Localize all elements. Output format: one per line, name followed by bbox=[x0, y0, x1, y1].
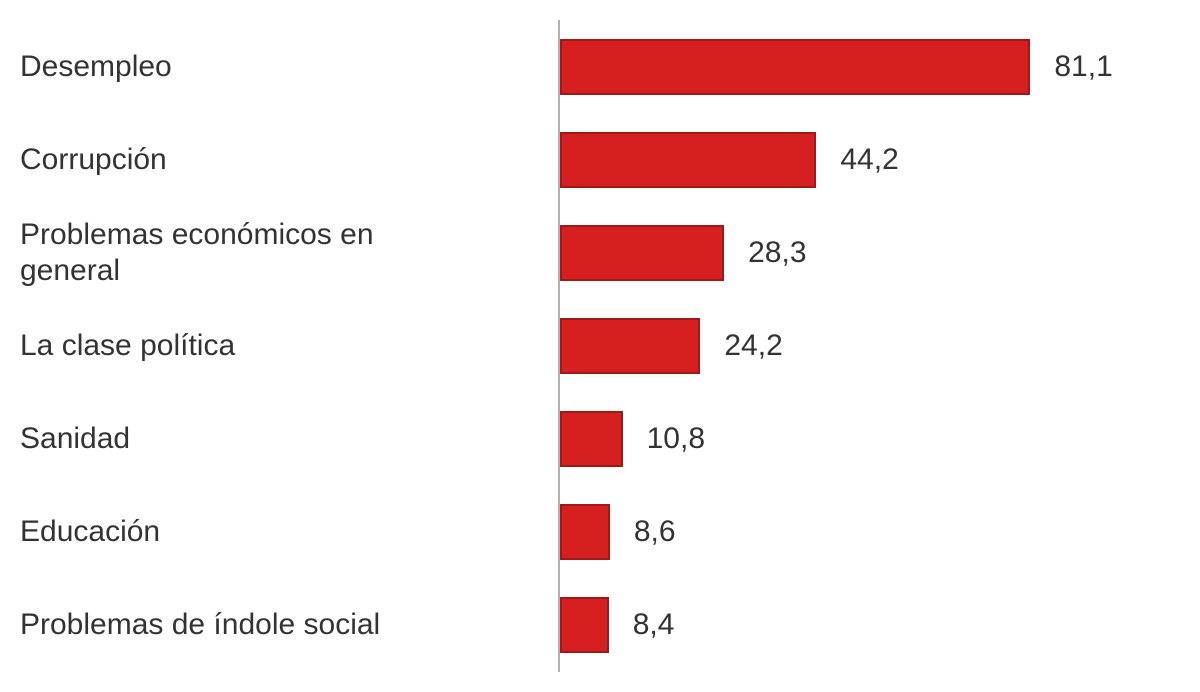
axis-cell bbox=[440, 299, 560, 392]
value-label: 81,1 bbox=[1054, 50, 1112, 84]
chart-row: Problemas económicos en general 28,3 bbox=[20, 206, 1140, 299]
bar-cell: 28,3 bbox=[560, 225, 1140, 281]
value-label: 10,8 bbox=[647, 422, 705, 456]
bar bbox=[560, 318, 700, 374]
category-label: Problemas de índole social bbox=[20, 607, 440, 643]
category-label: Desempleo bbox=[20, 49, 440, 85]
axis-cell bbox=[440, 486, 560, 579]
chart-row: Problemas de índole social 8,4 bbox=[20, 579, 1140, 672]
category-label: Corrupción bbox=[20, 142, 440, 178]
bar-cell: 24,2 bbox=[560, 318, 1140, 374]
chart-row: La clase política 24,2 bbox=[20, 299, 1140, 392]
value-label: 44,2 bbox=[840, 143, 898, 177]
bar bbox=[560, 39, 1030, 95]
bar bbox=[560, 132, 816, 188]
bar-cell: 8,4 bbox=[560, 597, 1140, 653]
chart-row: Educación 8,6 bbox=[20, 486, 1140, 579]
bar-cell: 44,2 bbox=[560, 132, 1140, 188]
value-label: 8,4 bbox=[633, 608, 675, 642]
bar-cell: 81,1 bbox=[560, 39, 1140, 95]
axis-cell bbox=[440, 579, 560, 672]
chart-row: Corrupción 44,2 bbox=[20, 113, 1140, 206]
category-label: Problemas económicos en general bbox=[20, 217, 440, 289]
bar bbox=[560, 504, 610, 560]
axis-cell bbox=[440, 206, 560, 299]
axis-cell bbox=[440, 20, 560, 113]
axis-cell bbox=[440, 113, 560, 206]
bar-cell: 8,6 bbox=[560, 504, 1140, 560]
bar bbox=[560, 597, 609, 653]
value-label: 8,6 bbox=[634, 515, 676, 549]
axis-cell bbox=[440, 393, 560, 486]
bar-cell: 10,8 bbox=[560, 411, 1140, 467]
bar bbox=[560, 411, 623, 467]
category-label: Educación bbox=[20, 514, 440, 550]
horizontal-bar-chart: Desempleo 81,1 Corrupción 44,2 Problemas… bbox=[0, 0, 1200, 692]
category-label: La clase política bbox=[20, 328, 440, 364]
chart-row: Desempleo 81,1 bbox=[20, 20, 1140, 113]
chart-row: Sanidad 10,8 bbox=[20, 393, 1140, 486]
value-label: 24,2 bbox=[724, 329, 782, 363]
category-label: Sanidad bbox=[20, 421, 440, 457]
bar bbox=[560, 225, 724, 281]
value-label: 28,3 bbox=[748, 236, 806, 270]
